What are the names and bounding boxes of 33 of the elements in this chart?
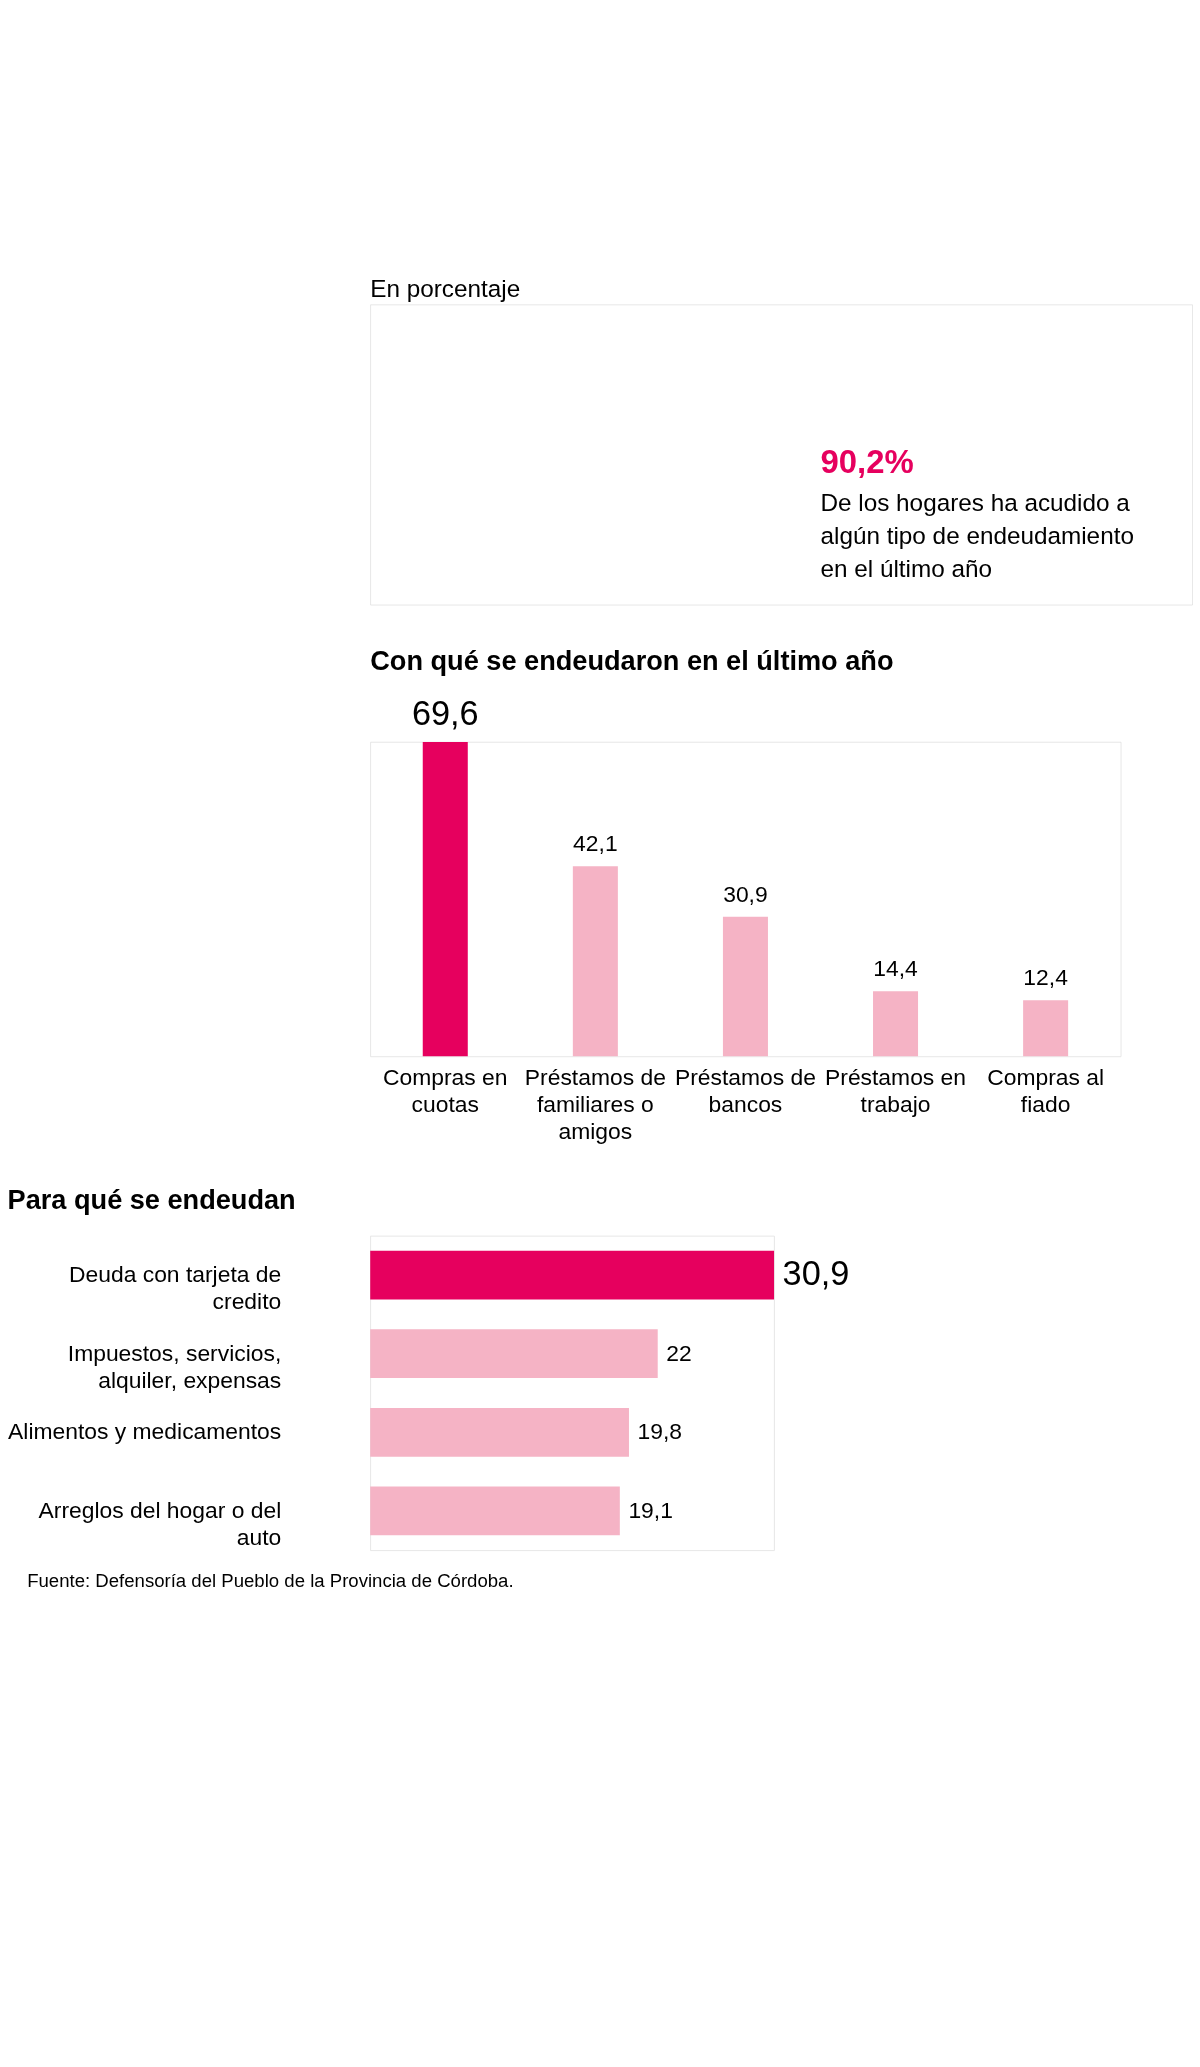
data-label: 14,4 [873,955,919,982]
source-note: Fuente: Defensoría del Pueblo de la Provincia de Córdoba. [27,1569,514,1591]
y-tick-label: Arreglos del hogar o del auto [38,1497,282,1551]
chart-title: Con qué se endeudaron en el último año [370,645,894,677]
chart-title: Para qué se endeudan [7,1183,296,1215]
bar [873,991,919,1057]
y-tick-label: Alimentos y medicamentos [8,1418,282,1445]
data-label: 19,1 [628,1497,673,1524]
x-tick-label: Compras en cuotas [383,1063,508,1117]
bar [1023,1000,1069,1057]
data-label: 12,4 [1023,964,1069,991]
bar [370,1407,629,1457]
data-label: 42,1 [573,830,618,857]
x-tick-label: Préstamos en trabajo [825,1063,967,1117]
bar [572,866,618,1057]
bar [422,741,468,1057]
x-tick-label: Préstamos de bancos [674,1063,816,1117]
text: En porcentaje [370,274,521,302]
bar [370,1329,658,1379]
x-tick-label: Compras al fiado [987,1063,1105,1117]
bar [370,1250,775,1300]
data-label: 19,8 [637,1418,683,1445]
bar [722,916,768,1057]
text: De los hogares ha acudido a algún tipo de endeudamiento en el último año [820,489,1134,582]
y-tick-label: Deuda con tarjeta de credito [69,1261,282,1315]
data-label: 69,6 [411,693,479,732]
bar [370,1486,620,1536]
y-tick-label: Impuestos, servicios, alquiler, expensas [67,1339,282,1393]
x-tick-label: Préstamos de familiares o amigos [524,1063,666,1144]
data-label: 30,9 [782,1254,850,1293]
data-label: 30,9 [723,880,768,907]
text: 90,2% [820,443,914,481]
data-label: 22 [666,1339,692,1366]
